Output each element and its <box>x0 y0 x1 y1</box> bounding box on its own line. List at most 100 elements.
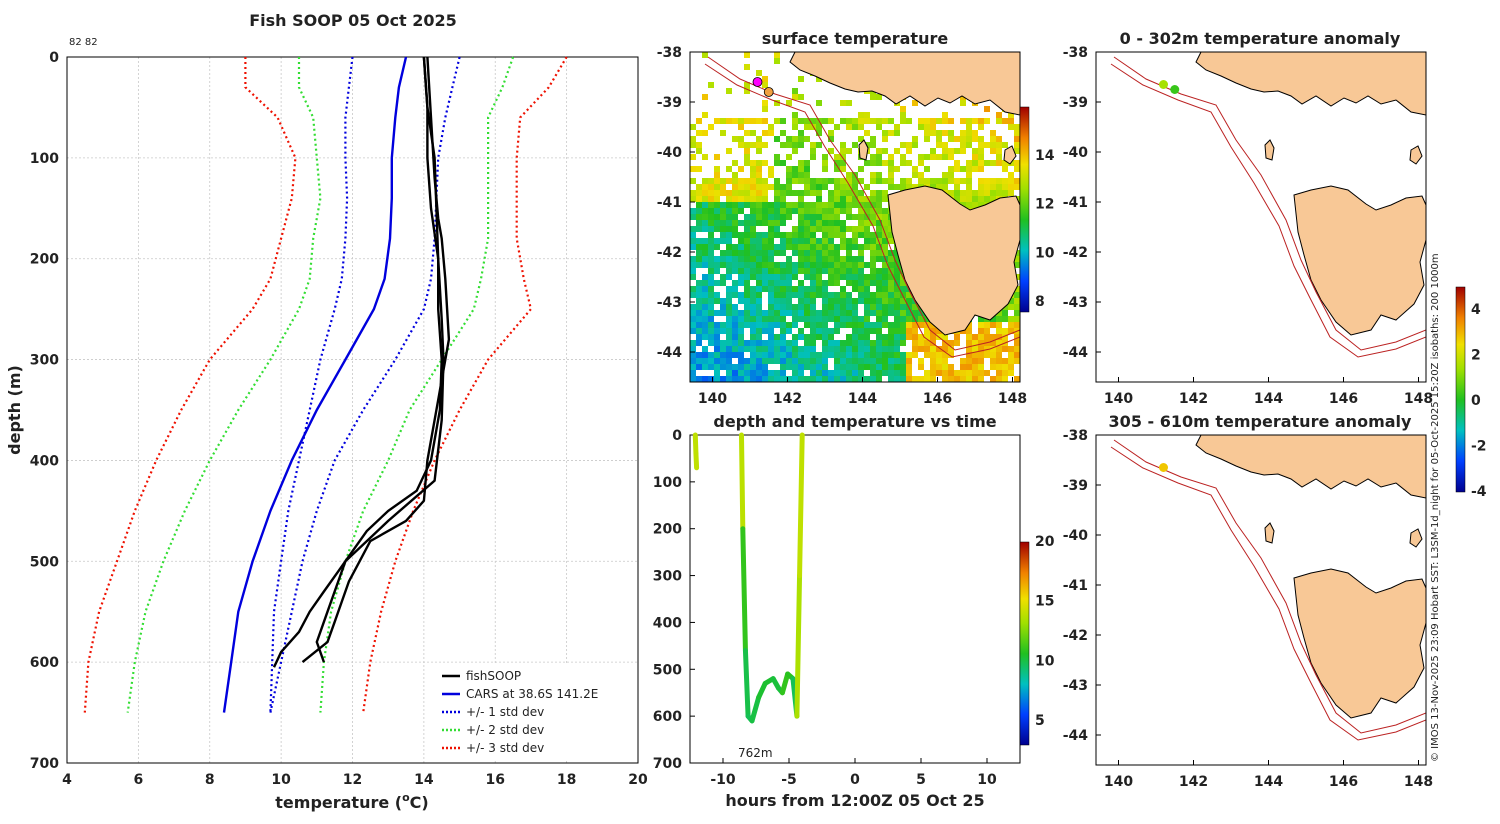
map-xtick-label: 144 <box>1254 774 1283 790</box>
sst-cell <box>888 358 894 364</box>
sst-cell <box>714 190 720 196</box>
profile-xtick-label: 4 <box>62 772 72 788</box>
sst-cell <box>768 226 774 232</box>
sst-cell <box>714 166 720 172</box>
sst-cell <box>864 238 870 244</box>
sst-cell <box>948 178 954 184</box>
sst-cell <box>768 238 774 244</box>
sst-cell <box>744 178 750 184</box>
sst-cell <box>702 262 708 268</box>
sst-cell <box>816 202 822 208</box>
sst-cell <box>780 358 786 364</box>
sst-cell <box>996 310 1002 316</box>
sst-cell <box>1008 178 1014 184</box>
sst-cell <box>708 334 714 340</box>
sst-cell <box>750 322 756 328</box>
sst-cell <box>882 250 888 256</box>
sst-cell <box>966 352 972 358</box>
sst-cell <box>828 148 834 154</box>
sst-cell <box>870 292 876 298</box>
sst-cell <box>888 184 894 190</box>
sst-cell <box>930 178 936 184</box>
sst-cell <box>882 244 888 250</box>
sst-cell <box>714 154 720 160</box>
sst-cell <box>840 346 846 352</box>
sst-cell <box>996 118 1002 124</box>
sst-cell <box>984 322 990 328</box>
sst-cell <box>696 226 702 232</box>
sst-cell <box>822 262 828 268</box>
sst-cell <box>966 334 972 340</box>
sst-cell <box>786 322 792 328</box>
sst-cell <box>810 148 816 154</box>
sst-cell <box>1014 178 1020 184</box>
sst-cell <box>756 244 762 250</box>
sst-cell <box>1008 322 1014 328</box>
sst-cell <box>966 130 972 136</box>
sst-cell <box>900 364 906 370</box>
sst-cell <box>798 256 804 262</box>
dt-track-segment <box>749 694 762 724</box>
sst-cell <box>978 340 984 346</box>
sst-cell <box>810 274 816 280</box>
sst-cell <box>948 370 954 376</box>
sst-cell <box>882 190 888 196</box>
sst-cell <box>1008 316 1014 322</box>
sst-cell <box>762 184 768 190</box>
sst-cell <box>834 124 840 130</box>
sst-cell <box>840 238 846 244</box>
sst-cell <box>768 352 774 358</box>
sst-cell <box>810 352 816 358</box>
sst-cell <box>876 148 882 154</box>
std-line <box>269 56 461 713</box>
sst-cell <box>702 328 708 334</box>
sst-cell <box>750 208 756 214</box>
sst-cell <box>720 352 726 358</box>
sst-cell <box>792 88 798 94</box>
sst-cell <box>900 154 906 160</box>
sst-cell <box>702 238 708 244</box>
sst-cell <box>792 178 798 184</box>
sst-cell <box>828 352 834 358</box>
sst-cell <box>930 364 936 370</box>
sst-cell <box>960 190 966 196</box>
sst-cell <box>774 322 780 328</box>
map-xtick-label: 148 <box>998 391 1027 407</box>
sst-cell <box>972 364 978 370</box>
sst-cell <box>876 202 882 208</box>
sst-cell <box>1008 190 1014 196</box>
sst-cell <box>810 334 816 340</box>
sst-cell <box>732 376 738 382</box>
map-ytick-label: -39 <box>1063 95 1088 111</box>
sst-cell <box>864 364 870 370</box>
sst-cell <box>696 214 702 220</box>
sst-cell <box>696 376 702 382</box>
sst-cell <box>768 370 774 376</box>
sst-cell <box>882 298 888 304</box>
sst-cell <box>756 250 762 256</box>
sst-cell <box>804 262 810 268</box>
sst-cell <box>780 292 786 298</box>
sst-cell <box>858 274 864 280</box>
sst-cell <box>708 328 714 334</box>
sst-cell <box>882 310 888 316</box>
sst-cell <box>750 238 756 244</box>
king-island <box>858 139 869 161</box>
dt-ytick-label: 600 <box>653 709 682 725</box>
sst-cell <box>846 292 852 298</box>
sst-cell <box>798 364 804 370</box>
sst-cell <box>756 376 762 382</box>
sst-cell <box>756 184 762 190</box>
map-xtick-label: 142 <box>1179 774 1208 790</box>
isobath-200m <box>707 56 1020 351</box>
sst-cell <box>696 316 702 322</box>
sst-cell <box>810 280 816 286</box>
sst-cell <box>954 370 960 376</box>
sst-cell <box>714 346 720 352</box>
sst-cell <box>822 304 828 310</box>
sst-cell <box>798 280 804 286</box>
sst-cell <box>792 208 798 214</box>
sst-cell <box>732 250 738 256</box>
land-shape <box>1264 139 1275 161</box>
sst-cell <box>702 346 708 352</box>
